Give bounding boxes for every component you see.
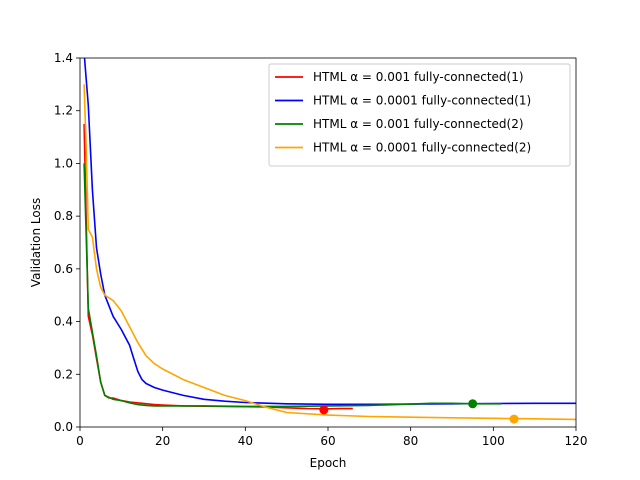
series-line-4	[83, 84, 576, 421]
y-tick-label: 0.2	[54, 367, 73, 381]
plot-area	[83, 58, 576, 424]
legend-entry: HTML α = 0.0001 fully-connected(1)	[313, 94, 531, 108]
y-axis-title: Validation Loss	[29, 198, 43, 287]
y-tick-label: 1.2	[54, 104, 73, 118]
y-tick-label: 0.8	[54, 209, 73, 223]
y-tick-label: 0.4	[54, 315, 73, 329]
x-tick-label: 100	[482, 434, 505, 448]
x-tick-label: 20	[155, 434, 170, 448]
x-tick-label: 80	[403, 434, 418, 448]
legend: HTML α = 0.001 fully-connected(1) HTML α …	[268, 63, 571, 167]
axes: 0 20 40 60 80 100 120 0.0 0.2 0.4 0.6 0.8 1.0 1.2 1.4	[54, 51, 588, 448]
y-tick-label: 1.4	[54, 51, 73, 65]
series-line-3	[83, 163, 502, 408]
y-tick-label: 0.6	[54, 262, 73, 276]
y-tick-label: 1.0	[54, 156, 73, 170]
y-tick-label: 0.0	[54, 420, 73, 434]
series-marker-3	[468, 399, 478, 409]
x-tick-label: 120	[565, 434, 588, 448]
legend-entry: HTML α = 0.0001 fully-connected(2)	[313, 141, 531, 155]
legend-entry: HTML α = 0.001 fully-connected(1)	[313, 70, 524, 84]
series-marker-4	[509, 414, 519, 424]
legend-entry: HTML α = 0.001 fully-connected(2)	[313, 117, 524, 131]
x-axis-title: Epoch	[310, 456, 347, 470]
x-tick-label: 60	[320, 434, 335, 448]
x-tick-label: 40	[238, 434, 253, 448]
series-marker-1	[319, 405, 329, 415]
legend-box	[268, 63, 571, 167]
x-tick-label: 0	[76, 434, 84, 448]
